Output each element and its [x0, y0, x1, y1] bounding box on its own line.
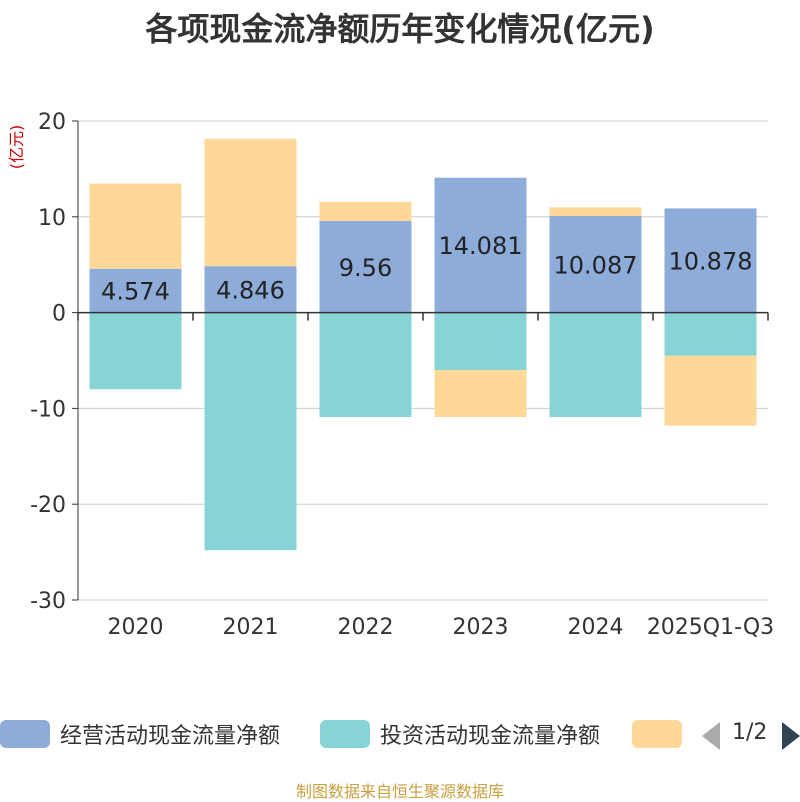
chart-plot: 20 10 0 -10 -20 -30 (亿元) 4.574 4.846 9.56 14.081 10… — [7, 110, 774, 640]
bar-operating — [89, 268, 182, 313]
bar-investing — [204, 312, 297, 551]
bar-operating — [204, 266, 297, 313]
bar-financing — [434, 370, 527, 418]
legend: 经营活动现金流量净额 投资活动现金流量净额 1/2 — [0, 716, 800, 756]
data-label: 14.081 — [439, 232, 523, 260]
bar-financing — [204, 138, 297, 267]
legend-swatch-financing — [632, 720, 682, 748]
y-tick-label: 0 — [52, 302, 66, 327]
legend-pager: 1/2 — [702, 716, 800, 756]
bar-investing — [434, 312, 527, 371]
legend-label-operating: 经营活动现金流量净额 — [60, 724, 281, 749]
bar-operating — [434, 177, 527, 313]
data-label: 4.846 — [216, 276, 285, 304]
y-tick-label: -30 — [30, 589, 66, 614]
x-tick-label: 2025Q1-Q3 — [647, 615, 774, 640]
y-tick-label: -20 — [30, 493, 66, 518]
bar-financing — [319, 201, 412, 222]
data-source-note: 制图数据来自恒生聚源数据库 — [295, 782, 504, 801]
data-label: 10.087 — [554, 251, 638, 279]
legend-next-page-icon[interactable] — [782, 722, 800, 750]
bar-operating — [664, 208, 757, 313]
legend-label-investing: 投资活动现金流量净额 — [380, 724, 601, 749]
legend-page-indicator: 1/2 — [732, 720, 768, 745]
bar-operating — [549, 215, 642, 313]
legend-swatch-investing — [320, 720, 370, 748]
bar-operating — [319, 221, 412, 313]
y-tick-label: -10 — [30, 397, 66, 422]
bar-investing — [664, 312, 757, 356]
data-label: 9.56 — [339, 254, 392, 282]
bar-investing — [89, 312, 182, 390]
y-tick-label: 10 — [38, 206, 66, 231]
bar-investing — [549, 312, 642, 418]
bar-investing — [319, 312, 412, 418]
y-axis-label: (亿元) — [7, 125, 26, 170]
x-tick-label: 2024 — [568, 615, 624, 640]
bar-financing — [549, 207, 642, 216]
bar-financing — [89, 183, 182, 269]
y-tick-label: 20 — [38, 110, 66, 135]
x-tick-label: 2020 — [108, 615, 164, 640]
data-label: 4.574 — [101, 278, 170, 306]
data-label: 10.878 — [669, 247, 753, 275]
legend-prev-page-icon[interactable] — [702, 722, 720, 750]
x-tick-label: 2021 — [223, 615, 279, 640]
legend-swatch-operating — [0, 720, 50, 748]
x-tick-label: 2022 — [338, 615, 394, 640]
x-tick-label: 2023 — [453, 615, 509, 640]
chart-title: 各项现金流净额历年变化情况(亿元) — [145, 10, 655, 48]
bar-financing — [664, 355, 757, 426]
